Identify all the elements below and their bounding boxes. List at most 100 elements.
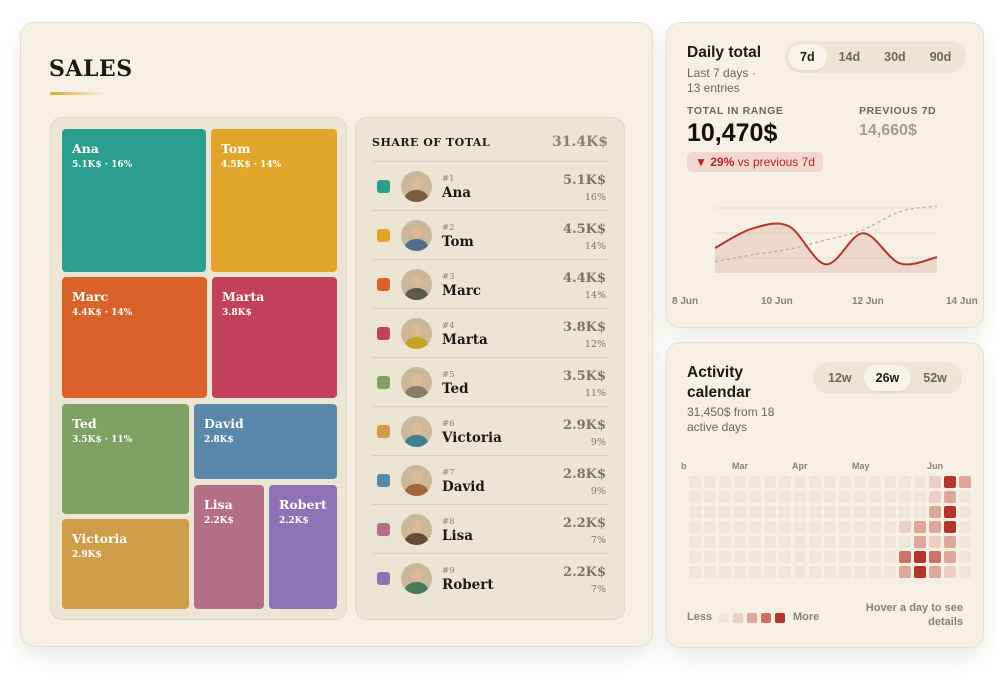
day-cell[interactable]: [929, 521, 941, 533]
day-cell[interactable]: [794, 536, 806, 548]
tab-7d[interactable]: 7d: [788, 44, 827, 70]
day-cell[interactable]: [839, 476, 851, 488]
day-cell[interactable]: [929, 491, 941, 503]
day-cell[interactable]: [839, 536, 851, 548]
day-cell[interactable]: [689, 491, 701, 503]
day-cell[interactable]: [689, 551, 701, 563]
day-cell[interactable]: [854, 521, 866, 533]
day-cell[interactable]: [884, 536, 896, 548]
day-cell[interactable]: [929, 551, 941, 563]
day-cell[interactable]: [704, 521, 716, 533]
day-cell[interactable]: [719, 566, 731, 578]
day-cell[interactable]: [734, 551, 746, 563]
treemap-tile[interactable]: Lisa 2.2K$: [194, 485, 264, 609]
day-cell[interactable]: [689, 506, 701, 518]
day-cell[interactable]: [854, 551, 866, 563]
day-cell[interactable]: [749, 491, 761, 503]
day-cell[interactable]: [719, 506, 731, 518]
day-cell[interactable]: [959, 491, 971, 503]
day-cell[interactable]: [809, 506, 821, 518]
day-cell[interactable]: [809, 491, 821, 503]
day-cell[interactable]: [689, 536, 701, 548]
day-cell[interactable]: [734, 491, 746, 503]
day-cell[interactable]: [854, 506, 866, 518]
treemap-tile[interactable]: Marc 4.4K$ · 14%: [62, 277, 207, 398]
treemap-tile[interactable]: Ana 5.1K$ · 16%: [62, 129, 206, 272]
day-cell[interactable]: [959, 521, 971, 533]
day-cell[interactable]: [869, 506, 881, 518]
day-cell[interactable]: [884, 491, 896, 503]
day-cell[interactable]: [749, 536, 761, 548]
day-cell[interactable]: [944, 536, 956, 548]
share-row[interactable]: #1 Ana 5.1K$ 16%: [372, 161, 608, 210]
share-row[interactable]: #2 Tom 4.5K$ 14%: [372, 210, 608, 259]
day-cell[interactable]: [764, 536, 776, 548]
day-cell[interactable]: [839, 491, 851, 503]
share-row[interactable]: #5 Ted 3.5K$ 11%: [372, 357, 608, 406]
day-cell[interactable]: [884, 551, 896, 563]
day-cell[interactable]: [959, 536, 971, 548]
day-cell[interactable]: [824, 491, 836, 503]
day-cell[interactable]: [764, 476, 776, 488]
day-cell[interactable]: [824, 506, 836, 518]
day-cell[interactable]: [944, 476, 956, 488]
day-cell[interactable]: [884, 476, 896, 488]
day-cell[interactable]: [899, 536, 911, 548]
day-cell[interactable]: [899, 506, 911, 518]
share-row[interactable]: #8 Lisa 2.2K$ 7%: [372, 504, 608, 553]
treemap-tile[interactable]: Victoria 2.9K$: [62, 519, 189, 609]
day-cell[interactable]: [884, 566, 896, 578]
day-cell[interactable]: [899, 566, 911, 578]
day-cell[interactable]: [914, 491, 926, 503]
day-cell[interactable]: [764, 491, 776, 503]
day-cell[interactable]: [929, 566, 941, 578]
share-row[interactable]: #4 Marta 3.8K$ 12%: [372, 308, 608, 357]
day-cell[interactable]: [944, 506, 956, 518]
day-cell[interactable]: [854, 536, 866, 548]
day-cell[interactable]: [869, 521, 881, 533]
day-cell[interactable]: [719, 536, 731, 548]
day-cell[interactable]: [764, 506, 776, 518]
day-cell[interactable]: [824, 521, 836, 533]
day-cell[interactable]: [794, 506, 806, 518]
day-cell[interactable]: [779, 566, 791, 578]
day-cell[interactable]: [869, 476, 881, 488]
day-cell[interactable]: [719, 521, 731, 533]
day-cell[interactable]: [809, 476, 821, 488]
day-cell[interactable]: [764, 566, 776, 578]
day-cell[interactable]: [824, 551, 836, 563]
share-row[interactable]: #3 Marc 4.4K$ 14%: [372, 259, 608, 308]
share-row[interactable]: #9 Robert 2.2K$ 7%: [372, 553, 608, 602]
tab-14d[interactable]: 14d: [838, 50, 861, 64]
day-cell[interactable]: [704, 551, 716, 563]
day-cell[interactable]: [719, 551, 731, 563]
treemap-tile[interactable]: David 2.8K$: [194, 404, 337, 479]
tab-26w[interactable]: 26w: [863, 365, 912, 391]
day-cell[interactable]: [914, 476, 926, 488]
day-cell[interactable]: [809, 551, 821, 563]
day-cell[interactable]: [704, 566, 716, 578]
day-cell[interactable]: [749, 551, 761, 563]
day-cell[interactable]: [779, 551, 791, 563]
day-cell[interactable]: [719, 476, 731, 488]
day-cell[interactable]: [794, 551, 806, 563]
day-cell[interactable]: [914, 521, 926, 533]
day-cell[interactable]: [899, 521, 911, 533]
day-cell[interactable]: [704, 476, 716, 488]
day-cell[interactable]: [779, 476, 791, 488]
share-row[interactable]: #7 David 2.8K$ 9%: [372, 455, 608, 504]
day-cell[interactable]: [749, 521, 761, 533]
day-cell[interactable]: [914, 506, 926, 518]
tab-90d[interactable]: 90d: [929, 50, 952, 64]
day-cell[interactable]: [734, 566, 746, 578]
day-cell[interactable]: [944, 521, 956, 533]
day-cell[interactable]: [734, 476, 746, 488]
day-cell[interactable]: [959, 566, 971, 578]
day-cell[interactable]: [914, 566, 926, 578]
day-cell[interactable]: [734, 536, 746, 548]
share-row[interactable]: #6 Victoria 2.9K$ 9%: [372, 406, 608, 455]
day-cell[interactable]: [734, 506, 746, 518]
day-cell[interactable]: [854, 491, 866, 503]
day-cell[interactable]: [869, 536, 881, 548]
day-cell[interactable]: [824, 536, 836, 548]
